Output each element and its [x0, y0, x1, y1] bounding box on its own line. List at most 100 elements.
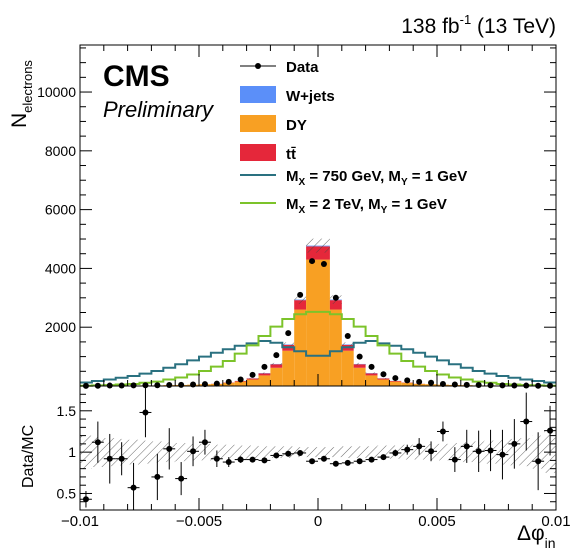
data-point	[356, 353, 363, 360]
data-point	[166, 381, 173, 388]
data-point	[273, 352, 280, 359]
ratio-point	[225, 459, 232, 466]
cms-label: CMS	[103, 60, 170, 93]
dy-bar	[389, 381, 402, 386]
data-point	[487, 382, 494, 389]
dy-bar	[318, 259, 330, 386]
data-point	[380, 371, 387, 378]
ratio-band-bin	[222, 444, 235, 460]
ratio-band-bin	[234, 445, 247, 459]
legend-data: Data	[240, 59, 319, 76]
legend-signal-2tev: MX = 2 TeV, MY = 1 GeV	[240, 196, 447, 216]
ratio-point	[511, 440, 518, 447]
signal-2tev-line	[80, 310, 556, 387]
ratio-point	[178, 475, 185, 482]
x-tick-label: −0.005	[176, 513, 222, 530]
data-point	[130, 382, 137, 389]
data-point	[190, 381, 197, 388]
signal-curves	[80, 310, 556, 387]
data-point	[404, 377, 411, 384]
ratio-band-bin	[270, 446, 283, 458]
ratio-point	[82, 496, 89, 503]
ratio-point	[451, 456, 458, 463]
data-point	[463, 381, 470, 388]
ratio-band-bin	[353, 446, 366, 458]
ratio-band-bin	[127, 439, 140, 465]
data-point	[344, 333, 351, 340]
ratio-point	[428, 448, 435, 455]
ratio-point	[475, 448, 482, 455]
data-point	[178, 381, 185, 388]
mc-uncertainty-bin	[318, 238, 330, 253]
ttbar-bar	[258, 373, 271, 376]
ratio-band-bin	[246, 445, 259, 459]
ratio-point	[249, 456, 256, 463]
dy-bar	[329, 309, 342, 386]
legend-dy: DY	[240, 115, 307, 134]
legend: Data W+jets DY tt̄ MX = 750 GeV, MY = 1 …	[240, 59, 467, 216]
y-tick-label: 10000	[37, 84, 76, 100]
ratio-point	[201, 439, 208, 446]
mc-uncertainty-bin	[365, 372, 378, 374]
dy-bar	[377, 379, 390, 386]
y-tick-label: 6000	[45, 202, 76, 218]
data-point	[249, 371, 256, 378]
ratio-point	[106, 455, 113, 462]
ratio-band-bin	[377, 445, 390, 459]
ratio-point	[237, 456, 244, 463]
mc-uncertainty-bin	[246, 377, 259, 379]
data-point	[320, 261, 327, 268]
dy-bar	[282, 350, 295, 386]
x-tick-label: −0.01	[61, 513, 99, 530]
ratio-band-bin	[151, 441, 164, 463]
ratio-tick-label: 0.5	[57, 485, 77, 501]
ratio-band-bin	[306, 447, 318, 458]
ratio-y-label: Data/MC	[20, 425, 37, 488]
dy-bar	[294, 309, 307, 386]
ttbar-bar	[318, 246, 330, 260]
dy-bar	[258, 375, 271, 386]
data-point	[154, 382, 161, 389]
ratio-point	[142, 409, 149, 416]
ttbar-bar	[306, 246, 318, 260]
data-point	[368, 363, 375, 370]
mc-uncertainty-bin	[294, 295, 307, 304]
data-point	[237, 376, 244, 383]
ratio-uncertainty-band	[80, 431, 556, 473]
y-tick-label: 4000	[45, 260, 76, 276]
ratio-point	[94, 439, 101, 446]
legend-signal-750: MX = 750 GeV, MY = 1 GeV	[240, 168, 467, 188]
ratio-band-bin	[318, 447, 330, 458]
ratio-band-bin	[365, 446, 378, 458]
ratio-point	[487, 447, 494, 454]
ratio-point	[344, 459, 351, 466]
ttbar-bar	[270, 364, 283, 368]
ratio-point	[416, 443, 423, 450]
mc-uncertainty-bin	[377, 377, 390, 379]
dy-bar	[413, 383, 426, 386]
dy-bar	[365, 375, 378, 386]
ratio-band-bin	[520, 438, 533, 467]
preliminary-label: Preliminary	[103, 97, 215, 122]
svg-text:DY: DY	[286, 117, 307, 134]
ratio-band-bin	[329, 447, 342, 458]
ttbar-bar	[329, 300, 342, 310]
ratio-point	[297, 449, 304, 456]
ratio-point	[439, 428, 446, 435]
ratio-point	[404, 446, 411, 453]
x-axis-label: Δφin	[517, 522, 556, 551]
data-point	[475, 381, 482, 388]
data-point	[499, 382, 506, 389]
ratio-tick-label: 1	[68, 444, 76, 460]
data-point	[297, 291, 304, 298]
ratio-point	[118, 455, 125, 462]
svg-text:Data: Data	[286, 59, 319, 76]
dy-bar	[306, 259, 318, 386]
data-point	[213, 380, 220, 387]
data-point	[142, 382, 149, 389]
dy-bar	[353, 367, 366, 386]
dy-bar	[401, 382, 414, 386]
ratio-point	[523, 418, 530, 425]
